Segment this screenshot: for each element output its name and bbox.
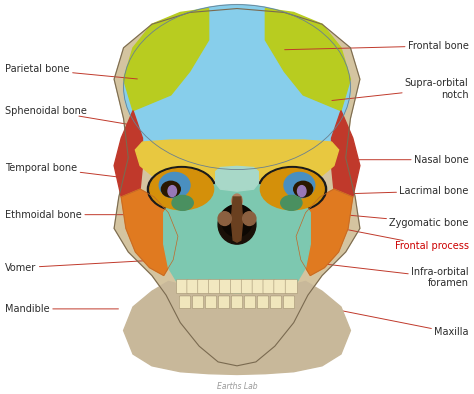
Text: Ethmoidal bone: Ethmoidal bone	[5, 210, 133, 220]
Text: Frontal bone: Frontal bone	[285, 41, 469, 51]
FancyBboxPatch shape	[192, 296, 204, 309]
Text: Temporal bone: Temporal bone	[5, 163, 118, 177]
FancyBboxPatch shape	[252, 279, 265, 294]
Ellipse shape	[159, 173, 190, 198]
FancyBboxPatch shape	[198, 279, 211, 294]
FancyBboxPatch shape	[270, 296, 282, 309]
Polygon shape	[133, 95, 341, 177]
Ellipse shape	[294, 181, 313, 197]
FancyBboxPatch shape	[176, 279, 189, 294]
Ellipse shape	[168, 186, 176, 197]
Text: Parietal bone: Parietal bone	[5, 64, 137, 79]
FancyBboxPatch shape	[231, 296, 243, 309]
Polygon shape	[331, 111, 360, 197]
FancyBboxPatch shape	[285, 279, 298, 294]
Text: Frontal process: Frontal process	[344, 229, 469, 251]
Text: Zygomatic bone: Zygomatic bone	[346, 215, 469, 227]
Polygon shape	[296, 189, 353, 275]
FancyBboxPatch shape	[209, 279, 222, 294]
FancyBboxPatch shape	[263, 279, 276, 294]
Text: Lacrimal bone: Lacrimal bone	[308, 186, 469, 196]
FancyBboxPatch shape	[205, 296, 217, 309]
Text: Supra-orbital
notch: Supra-orbital notch	[332, 78, 469, 100]
Ellipse shape	[260, 169, 324, 210]
FancyBboxPatch shape	[257, 296, 269, 309]
Polygon shape	[114, 9, 360, 366]
Ellipse shape	[232, 194, 242, 208]
Text: Maxilla: Maxilla	[315, 305, 469, 337]
Polygon shape	[124, 9, 209, 111]
Ellipse shape	[161, 181, 180, 197]
Text: Nasal bone: Nasal bone	[294, 155, 469, 165]
Polygon shape	[124, 281, 350, 374]
Polygon shape	[216, 166, 258, 191]
Text: Sphenoidal bone: Sphenoidal bone	[5, 106, 137, 126]
FancyBboxPatch shape	[187, 279, 200, 294]
Ellipse shape	[298, 186, 306, 197]
Ellipse shape	[284, 173, 315, 198]
Text: Vomer: Vomer	[5, 260, 159, 273]
Ellipse shape	[243, 212, 256, 225]
Ellipse shape	[218, 205, 256, 244]
Polygon shape	[114, 111, 143, 197]
Polygon shape	[231, 197, 243, 242]
Polygon shape	[164, 183, 310, 293]
FancyBboxPatch shape	[274, 279, 287, 294]
FancyBboxPatch shape	[283, 296, 295, 309]
Polygon shape	[136, 140, 338, 179]
Polygon shape	[121, 189, 178, 275]
Polygon shape	[265, 9, 350, 111]
Ellipse shape	[150, 169, 214, 210]
Ellipse shape	[172, 195, 193, 210]
FancyBboxPatch shape	[179, 296, 191, 309]
FancyBboxPatch shape	[241, 279, 255, 294]
Ellipse shape	[222, 204, 252, 237]
FancyBboxPatch shape	[230, 279, 244, 294]
Ellipse shape	[124, 5, 350, 169]
Ellipse shape	[281, 195, 302, 210]
FancyBboxPatch shape	[244, 296, 255, 309]
Text: Earths Lab: Earths Lab	[217, 382, 257, 391]
FancyBboxPatch shape	[219, 279, 233, 294]
Ellipse shape	[147, 167, 216, 212]
Text: Mandible: Mandible	[5, 304, 118, 314]
Ellipse shape	[218, 212, 231, 225]
Ellipse shape	[258, 167, 327, 212]
Text: Infra-orbital
foramen: Infra-orbital foramen	[308, 262, 469, 288]
FancyBboxPatch shape	[219, 296, 230, 309]
